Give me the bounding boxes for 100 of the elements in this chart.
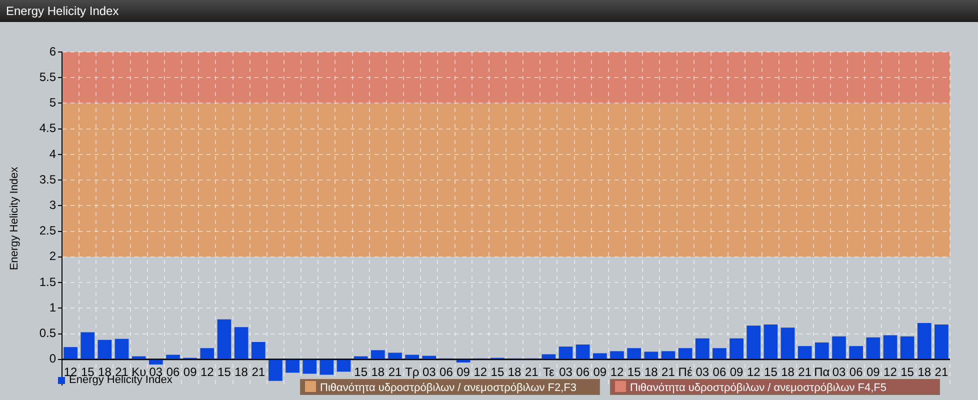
bar bbox=[286, 360, 300, 373]
bar bbox=[798, 346, 812, 359]
legend-label: Πιθανότητα υδροστρόβιλων / ανεμοστρόβιλων F2,F3 bbox=[320, 382, 576, 394]
x-tick-label: 06 bbox=[440, 364, 454, 379]
y-tick-label: 4.5 bbox=[39, 121, 56, 136]
bar bbox=[354, 356, 368, 359]
x-tick-label: 12 bbox=[746, 364, 761, 379]
bar bbox=[883, 335, 898, 359]
bar bbox=[610, 351, 624, 359]
x-tick-label: 21 bbox=[798, 364, 812, 379]
bar bbox=[166, 354, 180, 359]
x-tick-label: 21 bbox=[934, 364, 948, 379]
bar bbox=[815, 342, 829, 359]
bar bbox=[832, 336, 846, 359]
x-tick-label: 09 bbox=[866, 364, 880, 379]
bar bbox=[866, 337, 880, 359]
bar bbox=[268, 360, 282, 381]
bar bbox=[64, 347, 78, 359]
x-tick-label: 15 bbox=[900, 364, 914, 379]
x-tick-label: 12 bbox=[884, 364, 898, 379]
x-tick-label: Τρ bbox=[405, 364, 420, 379]
bar bbox=[780, 328, 795, 359]
x-tick-label: 03 bbox=[696, 364, 710, 379]
bar bbox=[456, 360, 470, 362]
x-tick-label: 12 bbox=[610, 364, 624, 379]
y-axis-title: Energy Helicity Index bbox=[8, 166, 21, 270]
y-tick-label: 3.5 bbox=[39, 172, 56, 186]
x-tick-label: 12 bbox=[474, 364, 488, 379]
y-tick-label: 1.5 bbox=[39, 274, 56, 289]
x-tick-label: 06 bbox=[849, 364, 864, 379]
x-tick-label: 06 bbox=[576, 364, 590, 379]
bar bbox=[98, 340, 112, 359]
x-tick-label: 18 bbox=[644, 364, 658, 379]
bar bbox=[576, 344, 590, 359]
x-tick-label: 18 bbox=[371, 364, 385, 379]
x-tick-label: 09 bbox=[730, 364, 744, 379]
bar bbox=[730, 338, 744, 359]
bar bbox=[405, 354, 419, 359]
bar bbox=[934, 324, 948, 359]
bar bbox=[661, 351, 676, 359]
bar bbox=[422, 356, 436, 359]
x-tick-label: 03 bbox=[559, 364, 573, 379]
bar bbox=[217, 319, 232, 359]
bar bbox=[627, 348, 641, 359]
bar bbox=[746, 326, 761, 359]
bar bbox=[251, 342, 266, 359]
bar bbox=[695, 338, 710, 359]
x-tick-label: 21 bbox=[252, 364, 266, 379]
x-tick-label: 18 bbox=[234, 364, 248, 379]
bar bbox=[644, 352, 658, 359]
x-tick-label: 03 bbox=[422, 364, 436, 379]
y-tick-label: 1 bbox=[49, 300, 56, 314]
bar bbox=[849, 346, 863, 359]
bar bbox=[558, 346, 573, 359]
bar bbox=[900, 336, 914, 359]
x-tick-label: 06 bbox=[712, 364, 726, 379]
bar bbox=[336, 360, 351, 372]
x-tick-label: Τε bbox=[543, 364, 556, 379]
x-tick-label: 15 bbox=[764, 364, 778, 379]
y-tick-label: 0 bbox=[49, 352, 56, 366]
bar bbox=[320, 360, 334, 375]
bar bbox=[764, 324, 778, 359]
x-tick-label: 03 bbox=[832, 364, 846, 379]
x-tick-label: 09 bbox=[183, 364, 198, 379]
legend-label: Πιθανότητα υδροστρόβιλων / ανεμοστρόβιλων F4,F5 bbox=[630, 382, 886, 394]
y-tick-label: 5.5 bbox=[39, 70, 56, 84]
x-tick-label: 15 bbox=[490, 364, 504, 379]
x-tick-label: 18 bbox=[508, 364, 522, 379]
x-tick-label: 21 bbox=[524, 364, 539, 379]
x-tick-label: 15 bbox=[218, 364, 232, 379]
bar bbox=[302, 360, 317, 374]
y-tick-label: 3 bbox=[49, 198, 56, 212]
x-tick-label: 09 bbox=[456, 364, 470, 379]
bar bbox=[593, 353, 607, 359]
bar bbox=[234, 327, 248, 359]
legend-box: Πιθανότητα υδροστρόβιλων / ανεμοστρόβιλων F4,F5 bbox=[610, 379, 940, 395]
y-tick-label: 4 bbox=[49, 146, 56, 161]
x-tick-label: Πέ bbox=[678, 364, 693, 379]
x-tick-label: 09 bbox=[593, 364, 607, 379]
x-tick-label: 12 bbox=[200, 364, 214, 379]
x-tick-label: 21 bbox=[388, 364, 402, 379]
bar bbox=[371, 350, 385, 359]
x-tick-label: Πα bbox=[814, 364, 830, 379]
y-tick-label: 2 bbox=[49, 249, 56, 264]
bar bbox=[388, 352, 402, 359]
x-tick-label: 15 bbox=[354, 364, 368, 379]
bar bbox=[114, 338, 129, 359]
chart-title: Energy Helicity Index bbox=[0, 0, 978, 22]
x-tick-label: 18 bbox=[781, 364, 795, 379]
bar bbox=[678, 348, 692, 359]
y-tick-label: 5 bbox=[49, 96, 56, 110]
bar bbox=[712, 348, 726, 359]
bar bbox=[80, 332, 95, 359]
x-tick-label: 21 bbox=[662, 364, 676, 379]
x-tick-label: 15 bbox=[627, 364, 642, 379]
bar bbox=[149, 360, 163, 365]
bar bbox=[200, 348, 214, 359]
y-tick-label: 6 bbox=[49, 44, 56, 58]
bar bbox=[542, 354, 556, 359]
x-tick-label: 18 bbox=[918, 364, 932, 379]
